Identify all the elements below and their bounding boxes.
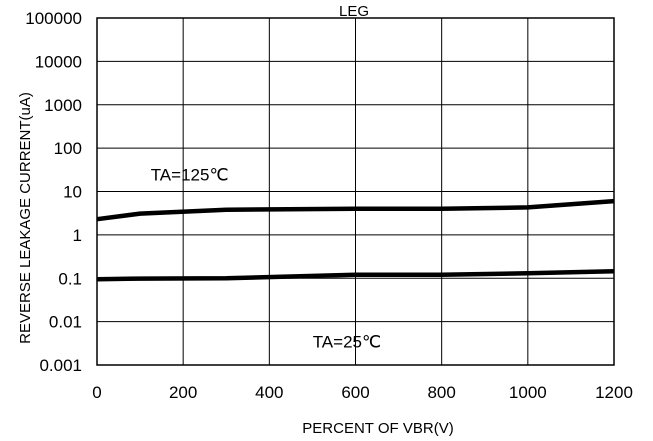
annotation-label: TA=25℃ (313, 333, 381, 352)
y-tick-label: 0.01 (49, 313, 82, 332)
x-tick-label: 800 (427, 383, 455, 402)
x-tick-label: 1000 (509, 383, 547, 402)
series-layer (96, 198, 615, 282)
y-tick-labels: 0.001 0.01 0.1 1 10 100 1000 10000 100000 (25, 9, 82, 375)
y-tick-label: 100 (54, 139, 82, 158)
y-tick-label: 0.1 (58, 269, 82, 288)
plot-frame (96, 17, 615, 366)
y-tick-label: 1 (73, 226, 82, 245)
y-tick-label: 1000 (44, 96, 82, 115)
x-tick-labels: 0 200 400 600 800 1000 1200 (92, 383, 633, 402)
y-tick-label: 0.001 (39, 356, 82, 375)
series-line-2 (96, 269, 615, 282)
chart-title: LEG (339, 3, 369, 20)
x-axis-label: PERCENT OF VBR(V) (302, 420, 453, 437)
x-tick-label: 400 (255, 383, 283, 402)
x-tick-label: 200 (169, 383, 197, 402)
series-line-1 (96, 198, 615, 222)
y-axis-label: REVERSE LEAKAGE CURRENT(uA) (17, 92, 34, 344)
annotation-label: TA=125℃ (151, 165, 229, 184)
x-tick-label: 1200 (595, 383, 633, 402)
x-tick-label: 0 (92, 383, 101, 402)
y-tick-label: 100000 (25, 9, 82, 28)
y-tick-label: 10 (63, 183, 82, 202)
x-tick-label: 600 (341, 383, 369, 402)
annotations: TA=125℃ TA=25℃ (151, 165, 381, 351)
y-tick-label: 10000 (35, 52, 82, 71)
